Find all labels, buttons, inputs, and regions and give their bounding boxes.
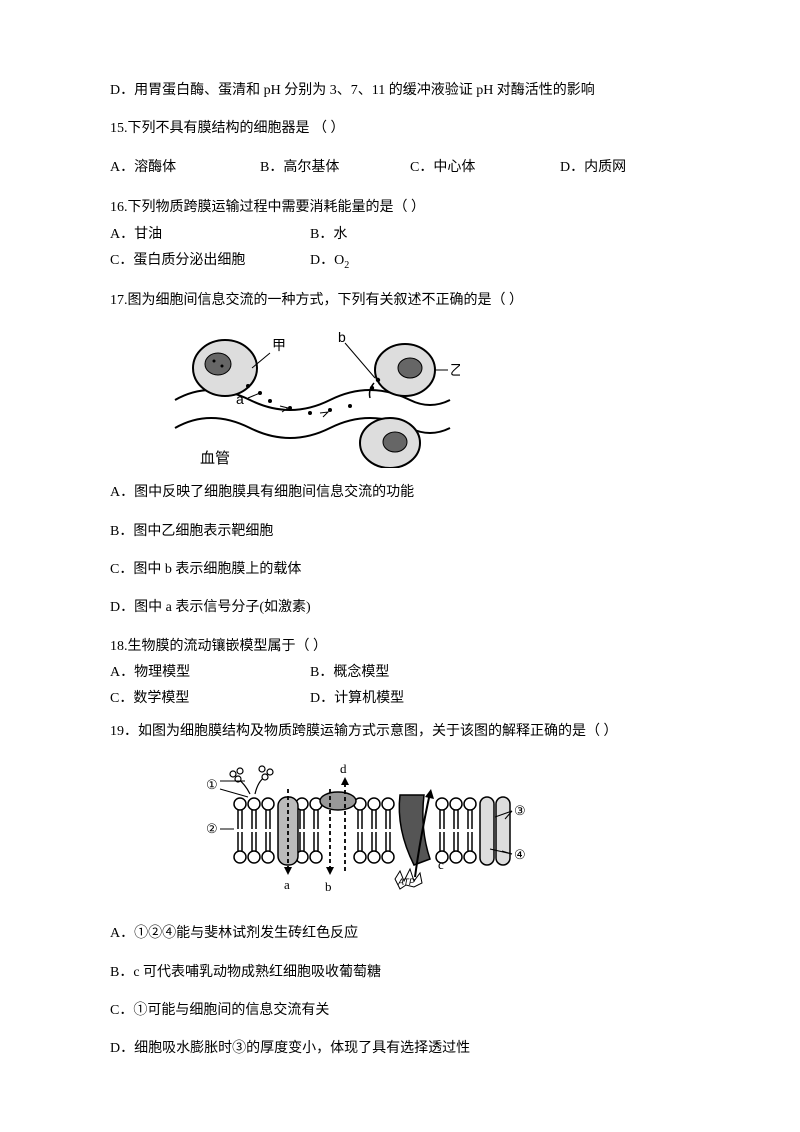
label-yi: 乙 (450, 363, 460, 379)
q18-options: A．物理模型 B．概念模型 C．数学模型 D．计算机模型 (110, 662, 690, 711)
q19-opt-d: D．细胞吸水膨胀时③的厚度变小，体现了具有选择透过性 (110, 1038, 690, 1060)
label-arrow-a: a (284, 877, 290, 892)
q17-opt-b: B．图中乙细胞表示靶细胞 (110, 521, 690, 543)
label-3: ③ (514, 803, 526, 818)
q19-stem: 19．如图为细胞膜结构及物质跨膜运输方式示意图，关于该图的解释正确的是（ ） (110, 721, 690, 743)
glycoprotein (230, 766, 273, 794)
q16-opt-d: D．O2 (310, 250, 349, 274)
q18-stem: 18.生物膜的流动镶嵌模型属于（ ） (110, 636, 690, 658)
q15-opt-c: C．中心体 (410, 157, 560, 179)
label-a: a (236, 391, 244, 407)
q16-options: A．甘油 B．水 C．蛋白质分泌出细胞 D．O2 (110, 224, 690, 274)
q18-opt-a: A．物理模型 (110, 662, 310, 684)
q17-opt-a: A．图中反映了细胞膜具有细胞间信息交流的功能 (110, 482, 690, 504)
q14-option-d: D．用胃蛋白酶、蛋清和 pH 分别为 3、7、11 的缓冲液验证 pH 对酶活性… (110, 80, 690, 102)
q16-opt-a: A．甘油 (110, 224, 310, 246)
q18-opt-c: C．数学模型 (110, 688, 310, 710)
q15-opt-a: A．溶酶体 (110, 157, 260, 179)
q15-opt-d: D．内质网 (560, 157, 626, 179)
label-atp: ATP (397, 877, 415, 887)
q19-opt-c: C．①可能与细胞间的信息交流有关 (110, 1000, 690, 1022)
q17-opt-c: C．图中 b 表示细胞膜上的载体 (110, 559, 690, 581)
q19-opt-a: A．①②④能与斐林试剂发生砖红色反应 (110, 923, 690, 945)
q16-opt-b: B．水 (310, 224, 347, 246)
label-1: ① (206, 777, 218, 792)
label-arrow-c: c (438, 857, 444, 872)
q17-stem: 17.图为细胞间信息交流的一种方式，下列有关叙述不正确的是（ ） (110, 290, 690, 312)
q15-stem: 15.下列不具有膜结构的细胞器是 （ ） (110, 118, 690, 140)
exam-page: D．用胃蛋白酶、蛋清和 pH 分别为 3、7、11 的缓冲液验证 pH 对酶活性… (0, 0, 800, 1132)
label-arrow-b: b (325, 879, 332, 894)
q15-options: A．溶酶体 B．高尔基体 C．中心体 D．内质网 (110, 157, 690, 179)
q18-opt-d: D．计算机模型 (310, 688, 404, 710)
q16-opt-c: C．蛋白质分泌出细胞 (110, 250, 310, 274)
q19-diagram: ATP ① ② ③ ④ a b d c (190, 759, 690, 909)
label-b: b (338, 329, 346, 345)
atp-burst: ATP (395, 869, 422, 889)
label-vessel: 血管 (200, 450, 230, 467)
label-jia: 甲 (272, 339, 286, 354)
q15-opt-b: B．高尔基体 (260, 157, 410, 179)
label-arrow-d: d (340, 761, 347, 776)
tails-bottom (238, 832, 472, 851)
label-2: ② (206, 821, 218, 836)
q17-opt-d: D．图中 a 表示信号分子(如激素) (110, 597, 690, 619)
tails-top (238, 810, 472, 829)
q16-stem: 16.下列物质跨膜运输过程中需要消耗能量的是（ ） (110, 197, 690, 219)
q17-diagram: 甲 b 乙 a 血管 (170, 328, 690, 468)
q19-opt-b: B．c 可代表哺乳动物成熟红细胞吸收葡萄糖 (110, 962, 690, 984)
label-4: ④ (514, 847, 526, 862)
q18-opt-b: B．概念模型 (310, 662, 389, 684)
